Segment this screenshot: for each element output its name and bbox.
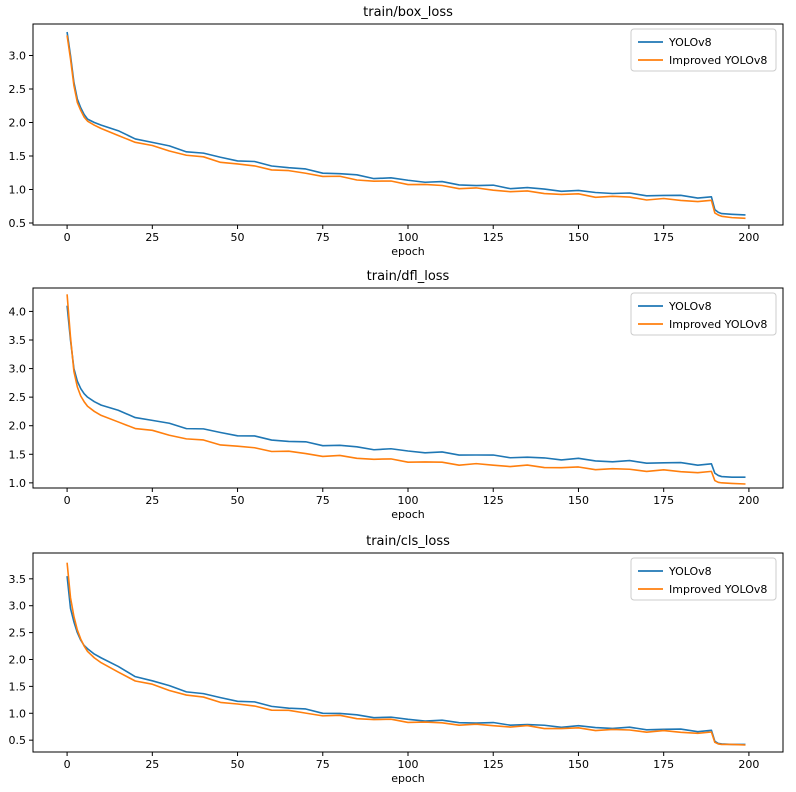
legend: YOLOv8 Improved YOLOv8 (630, 28, 777, 72)
axes-frame (32, 287, 784, 489)
x-tick-label: 25 (145, 231, 159, 244)
x-tick-label: 125 (483, 231, 504, 244)
x-axis-label: epoch (391, 245, 425, 258)
legend-box (630, 28, 777, 72)
series-line-improved-yolov8 (66, 562, 746, 746)
y-tick-label: 1.5 (9, 448, 27, 461)
y-tick-label: 1.5 (9, 680, 27, 693)
x-tick-label: 200 (738, 494, 759, 507)
y-tick-label: 1.0 (9, 183, 27, 196)
y-tick-label: 0.5 (9, 217, 27, 230)
legend: YOLOv8 Improved YOLOv8 (630, 292, 777, 336)
y-tick-label: 3.0 (9, 600, 27, 613)
y-tick-label: 2.5 (9, 391, 27, 404)
x-tick-label: 100 (398, 758, 419, 771)
x-tick-label: 150 (568, 758, 589, 771)
x-tick-label: 50 (231, 231, 245, 244)
x-axis-label: epoch (391, 772, 425, 785)
series-line-improved-yolov8 (66, 294, 746, 485)
y-tick-label: 2.0 (9, 420, 27, 433)
axes-frame (32, 552, 784, 753)
x-tick-label: 0 (64, 231, 71, 244)
legend-label: Improved YOLOv8 (669, 54, 767, 67)
x-tick-label: 125 (483, 758, 504, 771)
chart-panel-2: train/dfl_loss 0 25 50 75 100 125 150 175 200 epoc… (9, 269, 784, 521)
y-tick-label: 1.0 (9, 477, 27, 490)
axes-frame (32, 23, 784, 226)
x-tick-label: 25 (145, 758, 159, 771)
chart-panel-3: train/cls_loss 0 25 50 75 100 125 150 175 200 epoc… (9, 534, 784, 785)
legend: YOLOv8 Improved YOLOv8 (630, 557, 777, 601)
x-tick-label: 175 (653, 758, 674, 771)
y-tick-label: 3.0 (9, 49, 27, 62)
x-tick-label: 75 (316, 758, 330, 771)
legend-label: YOLOv8 (668, 565, 712, 578)
x-tick-label: 50 (231, 758, 245, 771)
chart-title: train/dfl_loss (367, 269, 450, 284)
legend-label: Improved YOLOv8 (669, 583, 767, 596)
chart-title: train/box_loss (363, 5, 453, 20)
series-line-yolov8 (66, 576, 746, 746)
chart-panel-1: train/box_loss 0 25 50 75 100 125 150 175 200 epoc… (9, 5, 784, 258)
x-tick-label: 200 (738, 758, 759, 771)
y-tick-label: 0.5 (9, 734, 27, 747)
x-tick-label: 50 (231, 494, 245, 507)
x-tick-label: 100 (398, 494, 419, 507)
x-tick-label: 175 (653, 494, 674, 507)
x-tick-label: 175 (653, 231, 674, 244)
y-tick-label: 3.5 (9, 573, 27, 586)
x-tick-label: 25 (145, 494, 159, 507)
y-tick-label: 2.0 (9, 116, 27, 129)
x-tick-label: 125 (483, 494, 504, 507)
legend-label: YOLOv8 (668, 36, 712, 49)
y-tick-label: 1.0 (9, 707, 27, 720)
y-tick-label: 3.0 (9, 363, 27, 376)
series-line-yolov8 (66, 31, 746, 216)
y-tick-label: 2.5 (9, 83, 27, 96)
y-tick-label: 2.0 (9, 653, 27, 666)
x-tick-label: 200 (738, 231, 759, 244)
x-tick-label: 100 (398, 231, 419, 244)
series-line-improved-yolov8 (66, 35, 746, 220)
y-tick-label: 4.0 (9, 305, 27, 318)
y-tick-label: 2.5 (9, 627, 27, 640)
legend-box (630, 557, 777, 601)
x-tick-label: 75 (316, 231, 330, 244)
y-tick-label: 1.5 (9, 150, 27, 163)
chart-title: train/cls_loss (366, 534, 450, 549)
legend-box (630, 292, 777, 336)
x-tick-label: 0 (64, 494, 71, 507)
series-line-yolov8 (66, 305, 746, 478)
x-tick-label: 0 (64, 758, 71, 771)
x-tick-label: 75 (316, 494, 330, 507)
x-axis-label: epoch (391, 508, 425, 521)
x-tick-label: 150 (568, 494, 589, 507)
y-tick-label: 3.5 (9, 334, 27, 347)
x-tick-label: 150 (568, 231, 589, 244)
legend-label: YOLOv8 (668, 300, 712, 313)
legend-label: Improved YOLOv8 (669, 318, 767, 331)
